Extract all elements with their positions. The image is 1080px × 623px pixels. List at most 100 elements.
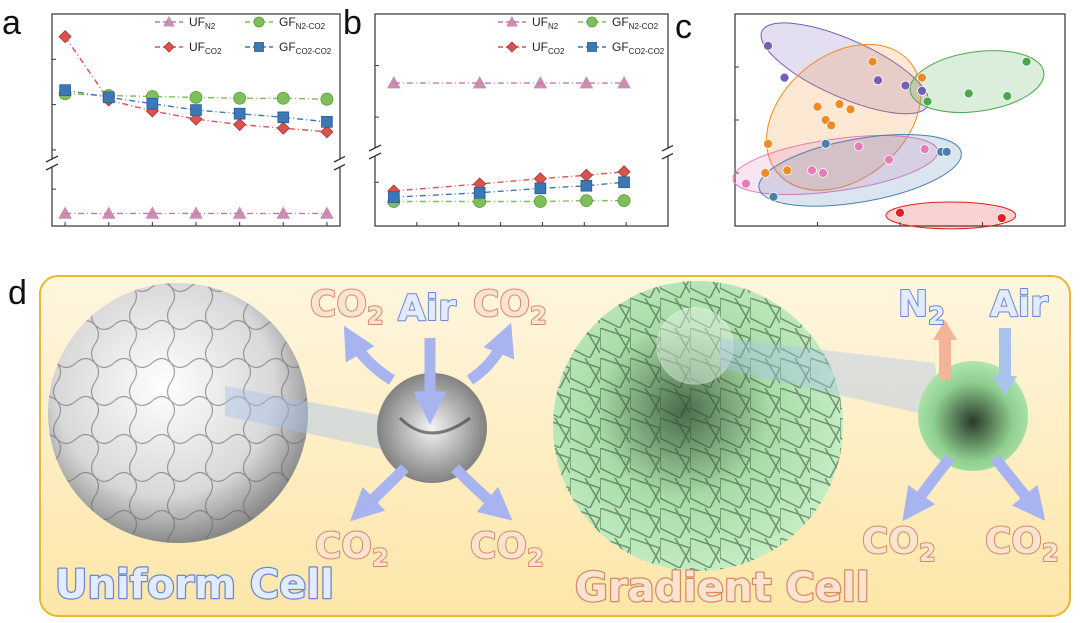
data-point xyxy=(763,40,773,51)
panel-letter-c: c xyxy=(675,8,692,46)
data-point xyxy=(873,75,883,86)
data-point-UF_N2 xyxy=(472,76,487,89)
data-point xyxy=(768,191,779,202)
legend-subscript: CO2 xyxy=(548,47,565,56)
data-point xyxy=(820,138,831,149)
legend-marker-UF_CO2 xyxy=(506,41,518,53)
data-point-UF_CO2 xyxy=(617,165,631,179)
label-air-right: Air xyxy=(990,284,1048,325)
axis-break-mark xyxy=(333,155,345,163)
legend-subscript: N2 xyxy=(548,22,559,31)
axis-break-mark xyxy=(45,155,59,163)
legend-label-GF_N2-CO2: GFN2-CO2 xyxy=(612,15,659,31)
data-point-GF_N2-CO2 xyxy=(617,194,631,208)
data-point xyxy=(963,88,974,99)
data-point-GF_CO2-CO2 xyxy=(277,111,290,124)
axis-break-gap-right xyxy=(334,159,345,167)
legend-label-UF_N2: UFN2 xyxy=(532,15,559,31)
panel-b: b UFN2 UFCO2 GFN2-CO2 GFCO2-CO2 xyxy=(343,0,673,270)
legend-subscript: CO2 xyxy=(205,47,222,56)
legend-label-GF_CO2-CO2: GFCO2-CO2 xyxy=(612,40,665,56)
data-point-UF_N2 xyxy=(320,206,334,219)
data-point-UF_N2 xyxy=(232,206,247,219)
group-ellipse xyxy=(758,134,962,207)
legend-marker-GF_CO2-CO2 xyxy=(587,42,597,52)
data-point xyxy=(807,165,817,176)
legend-subscript: CO2-CO2 xyxy=(296,47,332,56)
arrow-co2-out-right-a xyxy=(902,454,955,522)
label-co2-right-b: CO2 xyxy=(985,521,1059,567)
label-co2-lower-left: CO2 xyxy=(315,526,389,572)
panel-letter-a: a xyxy=(2,4,21,42)
data-point-GF_N2-CO2 xyxy=(320,92,334,106)
data-point-UF_N2 xyxy=(617,76,631,89)
arrow-co2-out-upper-right xyxy=(466,322,515,385)
uniform-cell-zoom xyxy=(377,373,487,483)
data-point xyxy=(1021,56,1032,67)
label-co2-upper-left: CO2 xyxy=(310,284,384,330)
axis-break-mark xyxy=(368,152,382,160)
legend-label-GF_N2-CO2: GFN2-CO2 xyxy=(279,15,326,31)
uniform-cell-title: Uniform Cell xyxy=(55,562,334,608)
legend-subscript: N2-CO2 xyxy=(296,22,326,31)
legend-base: GF xyxy=(279,40,296,54)
axis-break-mark xyxy=(45,163,59,171)
data-point-GF_CO2-CO2 xyxy=(146,97,159,110)
arrow-co2-out-lower-left xyxy=(350,464,409,522)
legend-subscript: N2 xyxy=(205,22,216,31)
legend-subscript: N2-CO2 xyxy=(629,22,659,31)
legend-base: GF xyxy=(612,15,629,29)
label-co2-right-a: CO2 xyxy=(862,521,936,567)
gradient-magnifier xyxy=(656,307,734,385)
data-point xyxy=(779,72,790,83)
arrow-air-right-head xyxy=(993,376,1017,396)
data-point-GF_N2-CO2 xyxy=(533,195,547,208)
data-point-GF_CO2-CO2 xyxy=(190,104,202,116)
legend-marker-GF_N2-CO2 xyxy=(586,16,598,28)
data-point-UF_CO2 xyxy=(233,117,247,132)
axis-break-gap-left xyxy=(369,148,381,156)
data-point-GF_CO2-CO2 xyxy=(59,84,71,96)
arrow-co2-out-lower-right xyxy=(451,464,513,521)
panel-c: c xyxy=(675,0,1075,270)
legend-base: UF xyxy=(532,40,548,54)
legend-base: UF xyxy=(189,15,205,29)
arrow-n2-head xyxy=(933,320,957,340)
legend-label-UF_CO2: UFCO2 xyxy=(189,40,222,56)
legend-marker-GF_N2-CO2 xyxy=(253,16,265,28)
panel-d: d CO2 Air CO2 CO2 CO2 Uniform Cell N2 Ai… xyxy=(0,268,1080,623)
label-n2: N2 xyxy=(898,284,945,330)
panel-letter-d: d xyxy=(8,274,27,312)
label-co2-upper-right: CO2 xyxy=(473,284,547,330)
legend-base: GF xyxy=(612,40,629,54)
data-point-GF_CO2-CO2 xyxy=(534,182,547,195)
data-point-UF_N2 xyxy=(533,76,548,89)
uniform-zoom-beam xyxy=(225,386,400,453)
data-point xyxy=(818,168,828,178)
arrow-co2-out-upper-left xyxy=(343,325,395,385)
data-point-UF_N2 xyxy=(101,206,116,219)
data-point-GF_N2-CO2 xyxy=(189,90,203,104)
data-point xyxy=(812,101,823,112)
data-point xyxy=(900,80,911,91)
plot-area-c xyxy=(732,13,1066,230)
axis-break-mark xyxy=(661,144,673,152)
data-point-UF_CO2 xyxy=(320,125,334,139)
legend-marker-UF_N2 xyxy=(506,15,518,27)
data-point xyxy=(845,104,856,115)
data-point-UF_N2 xyxy=(189,206,203,219)
data-point xyxy=(917,85,927,96)
legend-base: UF xyxy=(532,15,548,29)
legend-label-UF_N2: UFN2 xyxy=(189,15,216,31)
label-co2-lower-right: CO2 xyxy=(470,526,544,572)
arrow-co2-out-right-b xyxy=(990,454,1046,521)
data-point-GF_CO2-CO2 xyxy=(580,179,593,192)
data-point-UF_CO2 xyxy=(579,168,593,182)
data-point xyxy=(867,56,878,67)
uniform-cell-texture xyxy=(48,283,308,543)
uniform-zoom-detail xyxy=(398,416,471,435)
data-point-GF_N2-CO2 xyxy=(579,194,593,208)
data-point xyxy=(782,165,793,176)
data-point xyxy=(826,120,837,131)
